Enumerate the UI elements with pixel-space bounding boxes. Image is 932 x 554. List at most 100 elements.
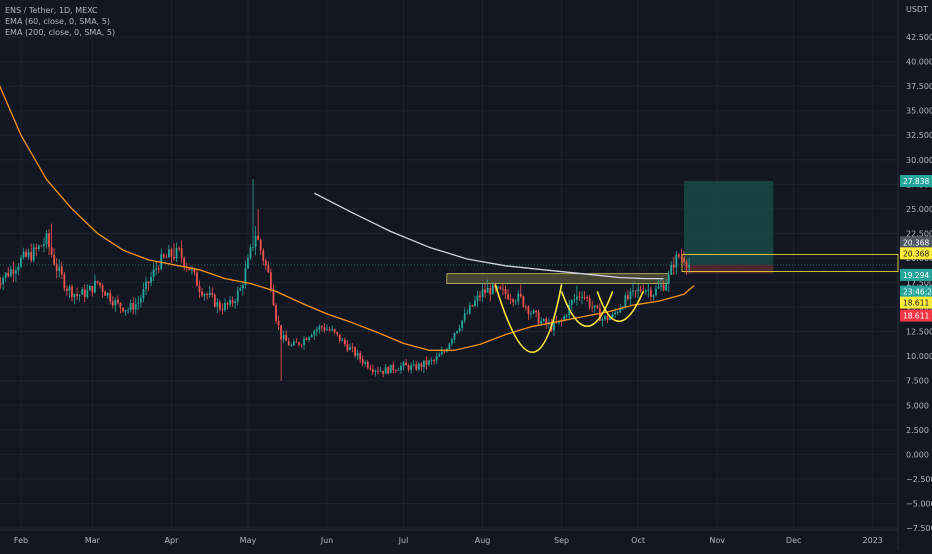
x-tick-label: Jun xyxy=(320,536,334,545)
candle-up xyxy=(229,300,231,305)
candle-down xyxy=(484,289,486,293)
candle-up xyxy=(466,313,469,314)
y-tick-label: 42.500 xyxy=(906,33,932,42)
candle-down xyxy=(387,367,390,374)
candle-up xyxy=(331,329,333,331)
price-label: 23:46:23 xyxy=(903,288,932,297)
candle-down xyxy=(583,297,586,298)
candle-down xyxy=(586,297,588,299)
candle-down xyxy=(111,301,114,306)
candle-up xyxy=(629,291,632,299)
candle-down xyxy=(354,347,356,356)
candle-down xyxy=(193,269,196,273)
candle-up xyxy=(461,320,464,329)
candle-down xyxy=(588,298,591,307)
price-label: 27.838 xyxy=(903,177,929,186)
candle-down xyxy=(231,300,234,303)
candle-up xyxy=(601,319,604,321)
candle-down xyxy=(196,272,198,286)
candle-up xyxy=(619,308,622,313)
candle-down xyxy=(394,370,397,371)
candle-up xyxy=(644,290,647,293)
candle-down xyxy=(272,288,275,306)
candle-up xyxy=(428,360,430,365)
price-label: 20.368 xyxy=(903,238,929,247)
candle-up xyxy=(4,272,7,278)
candle-down xyxy=(683,257,685,263)
y-tick-label: 35.000 xyxy=(906,107,932,116)
candle-up xyxy=(282,334,285,340)
x-tick-label: Nov xyxy=(709,536,725,545)
candle-up xyxy=(152,269,155,277)
candle-down xyxy=(346,343,349,351)
candle-down xyxy=(596,305,599,309)
candle-up xyxy=(655,288,657,296)
candle-down xyxy=(662,284,665,291)
candle-up xyxy=(563,316,566,322)
candle-down xyxy=(267,265,270,273)
candle-down xyxy=(91,285,94,293)
candle-down xyxy=(351,347,354,349)
candle-up xyxy=(410,365,413,370)
ema60-legend[interactable]: EMA (60, close, 0, SMA, 5) xyxy=(5,17,110,26)
candle-up xyxy=(247,257,249,269)
candle-up xyxy=(486,287,489,293)
price-label: 20.368 xyxy=(903,249,929,258)
candle-up xyxy=(155,268,158,270)
candle-up xyxy=(15,270,17,274)
candle-up xyxy=(43,244,45,247)
candle-up xyxy=(9,269,12,277)
candle-up xyxy=(137,302,140,304)
candle-down xyxy=(96,280,99,283)
candle-down xyxy=(76,294,78,296)
candle-up xyxy=(384,367,387,374)
symbol-title[interactable]: ENS / Tether, 1D, MEXC xyxy=(5,6,98,15)
candle-up xyxy=(670,264,673,275)
candle-down xyxy=(270,272,272,289)
candle-down xyxy=(50,247,53,255)
candle-down xyxy=(382,370,384,374)
candle-down xyxy=(372,369,374,372)
y-tick-label: 40.000 xyxy=(906,58,932,67)
candle-up xyxy=(168,249,170,258)
candle-up xyxy=(318,326,321,330)
candle-up xyxy=(438,354,441,357)
candle-down xyxy=(198,285,201,292)
candle-down xyxy=(55,264,58,271)
candle-up xyxy=(593,305,596,308)
ema60-line xyxy=(0,85,695,351)
candle-down xyxy=(25,251,27,257)
candle-up xyxy=(481,289,484,298)
candle-up xyxy=(609,317,611,320)
candle-up xyxy=(254,235,257,248)
pattern-curve-3 xyxy=(596,291,644,322)
candle-up xyxy=(389,364,392,374)
candle-up xyxy=(129,303,132,310)
candle-up xyxy=(430,360,433,362)
candle-up xyxy=(349,347,351,351)
ema200-legend[interactable]: EMA (200, close, 0, SMA, 5) xyxy=(5,28,116,37)
x-tick-label: Mar xyxy=(85,536,101,545)
candle-down xyxy=(415,364,418,370)
candle-up xyxy=(530,313,532,315)
y-tick-label: 25.000 xyxy=(906,205,932,214)
price-label-bg xyxy=(900,247,932,260)
candle-up xyxy=(239,288,242,291)
y-tick-label: 5.000 xyxy=(906,401,929,410)
candle-up xyxy=(573,299,576,301)
candle-up xyxy=(244,268,247,286)
y-tick-label: −5.000 xyxy=(906,499,932,508)
candle-up xyxy=(491,284,494,295)
candle-up xyxy=(652,295,655,297)
candle-up xyxy=(632,290,634,292)
candle-down xyxy=(680,256,683,258)
price-label: 18.611 xyxy=(903,312,929,321)
candle-down xyxy=(0,283,2,285)
candle-down xyxy=(264,260,267,266)
candle-down xyxy=(101,285,104,292)
candle-down xyxy=(219,302,221,310)
candle-up xyxy=(310,335,313,338)
candle-up xyxy=(647,289,650,291)
